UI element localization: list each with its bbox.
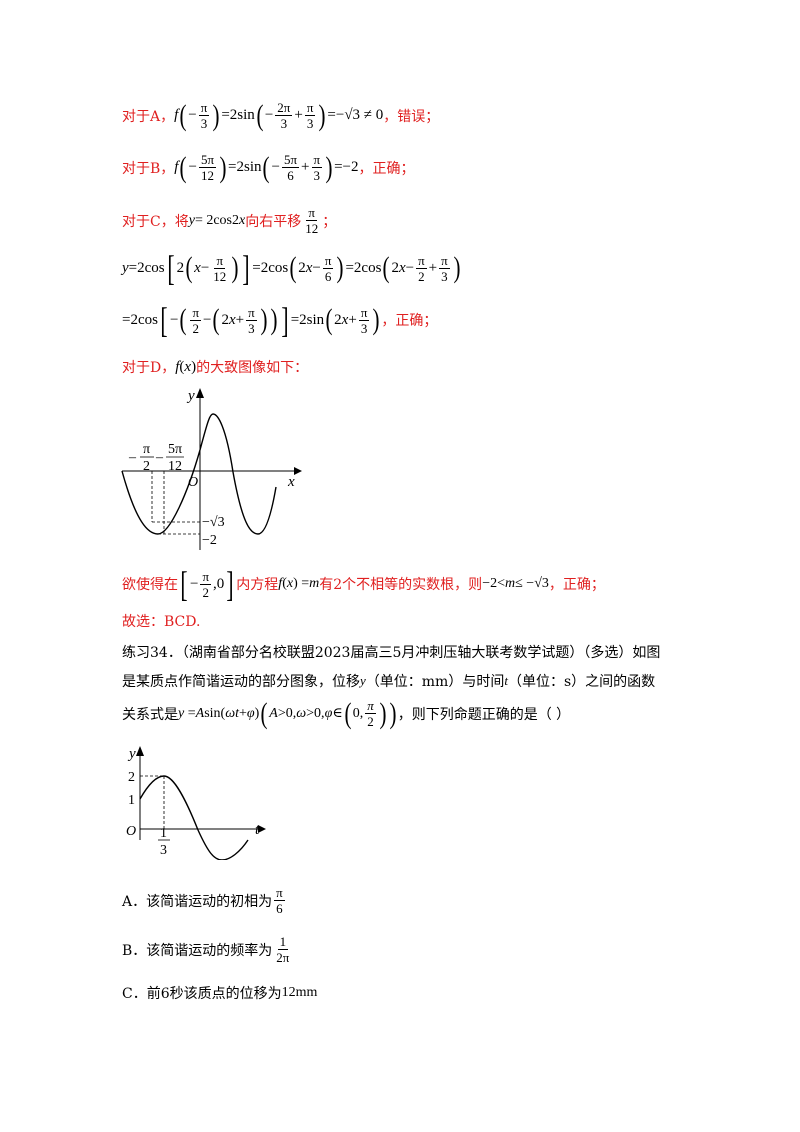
- solution-line-b: 对于B， f(−5π 12) =2sin(−5π 6 + π 3) =−2 ，正确；: [122, 152, 415, 183]
- level-sqrt3-label: −√3: [202, 515, 225, 530]
- conclusion-prefix: 欲使得在: [122, 577, 178, 593]
- exercise-line-2a: 是某质点作简谐运动的部分图象，位移: [122, 674, 360, 690]
- var-t: t: [504, 673, 508, 688]
- tick-right-num: 5π: [168, 442, 182, 457]
- conclusion-mid2: 有2个不相等的实数根，则: [319, 577, 483, 593]
- option-c-text: C．前6秒该质点的位移为: [122, 986, 282, 1002]
- range: −2< m ≤ −√3: [482, 576, 549, 591]
- exercise-line-1: 练习34．（湖南省部分名校联盟2023届高三5月冲刺压轴大联考数学试题）（多选）…: [122, 645, 661, 661]
- conclusion-line: 欲使得在 [− π 2,0] 内方程 f(x) = m 有2个不相等的实数根，则 −…: [122, 566, 605, 602]
- label-a: 对于A，: [122, 108, 175, 125]
- equation: f(x) = m: [278, 576, 320, 591]
- solution-line-c: 对于C，将 y = 2cos2 x 向右平移 π 12 ；: [122, 205, 336, 236]
- label-d: 对于D，: [122, 360, 176, 376]
- tick-2: 2: [128, 770, 135, 785]
- t-axis-arrow: [258, 825, 266, 833]
- conclusion-mid1: 内方程: [236, 577, 279, 593]
- origin-label: O: [188, 475, 198, 490]
- option-c: C．前6秒该质点的位移为 12mm: [122, 983, 317, 1003]
- interval: [− π 2,0]: [180, 564, 234, 604]
- verdict-a: ，错误；: [383, 108, 440, 125]
- graph-intro: 的大致图像如下：: [196, 360, 309, 376]
- label-c: 对于C，将: [122, 213, 189, 230]
- formula-c-base: y = 2cos2 x: [188, 212, 246, 228]
- var-y: y: [360, 673, 366, 688]
- tick-right-den: 12: [168, 459, 182, 474]
- label-b: 对于B，: [122, 160, 175, 177]
- verdict-c: ，正确；: [381, 313, 438, 329]
- tick-left-minus: –: [128, 450, 137, 465]
- motion-curve: [139, 775, 249, 860]
- option-b: B．该简谐运动的频率为 1 2π: [122, 934, 293, 965]
- y-label: y: [186, 388, 195, 404]
- tick-third-num: 1: [160, 826, 167, 841]
- shift-text: 向右平移: [245, 213, 302, 230]
- tick-right-minus: –: [155, 450, 164, 465]
- tick-third-den: 3: [160, 843, 167, 858]
- exercise-line-3b: ，则下列命题正确的是（ ）: [397, 706, 571, 723]
- exercise-line-3a: 关系式是: [122, 706, 178, 723]
- solution-line-a: 对于A， f(− π 3) =2sin(−2π 3 + π 3) =−√3 ≠ 0 ，错误；: [122, 100, 439, 131]
- derivation-line-2: =2cos[−(π 2−(2 x + π 3))] =2sin(2 x + π 3) ，正确；: [122, 302, 437, 338]
- option-b-text: B．该简谐运动的频率为: [122, 942, 273, 959]
- solution-line-d: 对于D， f(x) 的大致图像如下：: [122, 357, 308, 377]
- t-label: t: [255, 822, 260, 838]
- formula-b: f(−5π 12) =2sin(−5π 6 + π 3) =−2: [174, 150, 359, 184]
- derivation-line-1: y =2cos[2(x − π 12)] =2cos(2 x − π 6) =2cos(2 x − π 2 +…: [122, 250, 462, 286]
- formula-c-2: =2cos[−(π 2−(2 x + π 3))] =2sin(2 x + π 3): [122, 300, 380, 340]
- exercise-line-2b: （单位：mm）与时间: [365, 674, 505, 690]
- y-axis-arrow: [196, 388, 204, 398]
- sine-graph-1: y x O – π 2 – 5π 12 −√3 −2: [121, 388, 302, 550]
- option-a-text: A．该简谐运动的初相为: [122, 893, 273, 910]
- conclusion-suffix: ，正确；: [548, 577, 605, 593]
- y-label-2: y: [127, 746, 136, 762]
- tick-left-den: 2: [143, 459, 150, 474]
- semicolon: ；: [322, 213, 337, 230]
- origin-label-2: O: [126, 824, 136, 839]
- sine-graph-2: y t O 2 1 1 3: [126, 746, 266, 860]
- tick-left-num: π: [143, 442, 150, 457]
- formula-d: f(x): [175, 358, 197, 375]
- formula-c-1: y =2cos[2(x − π 12)] =2cos(2 x − π 6) =2cos(2 x − π 2 +…: [122, 248, 461, 288]
- answer-line: 故选：BCD.: [122, 614, 201, 630]
- tick-1: 1: [128, 793, 135, 808]
- x-axis-arrow: [294, 467, 302, 475]
- level-minus2-label: −2: [202, 533, 217, 548]
- option-c-value: 12mm: [281, 985, 318, 1000]
- shift-amount: π 12: [305, 205, 319, 236]
- formula-a: f(− π 3) =2sin(−2π 3 + π 3) =−√3 ≠ 0: [174, 98, 384, 132]
- y-axis-2-arrow: [136, 746, 144, 756]
- x-label: x: [287, 474, 295, 490]
- exercise-line-2c: （单位：s）之间的函数: [507, 674, 656, 690]
- sine-curve: [121, 413, 277, 535]
- option-b-value: 1 2π: [276, 934, 290, 965]
- exercise-line-2: 是某质点作简谐运动的部分图象，位移 y （单位：mm）与时间 t （单位：s）之…: [122, 671, 655, 691]
- verdict-b: ，正确；: [358, 160, 415, 177]
